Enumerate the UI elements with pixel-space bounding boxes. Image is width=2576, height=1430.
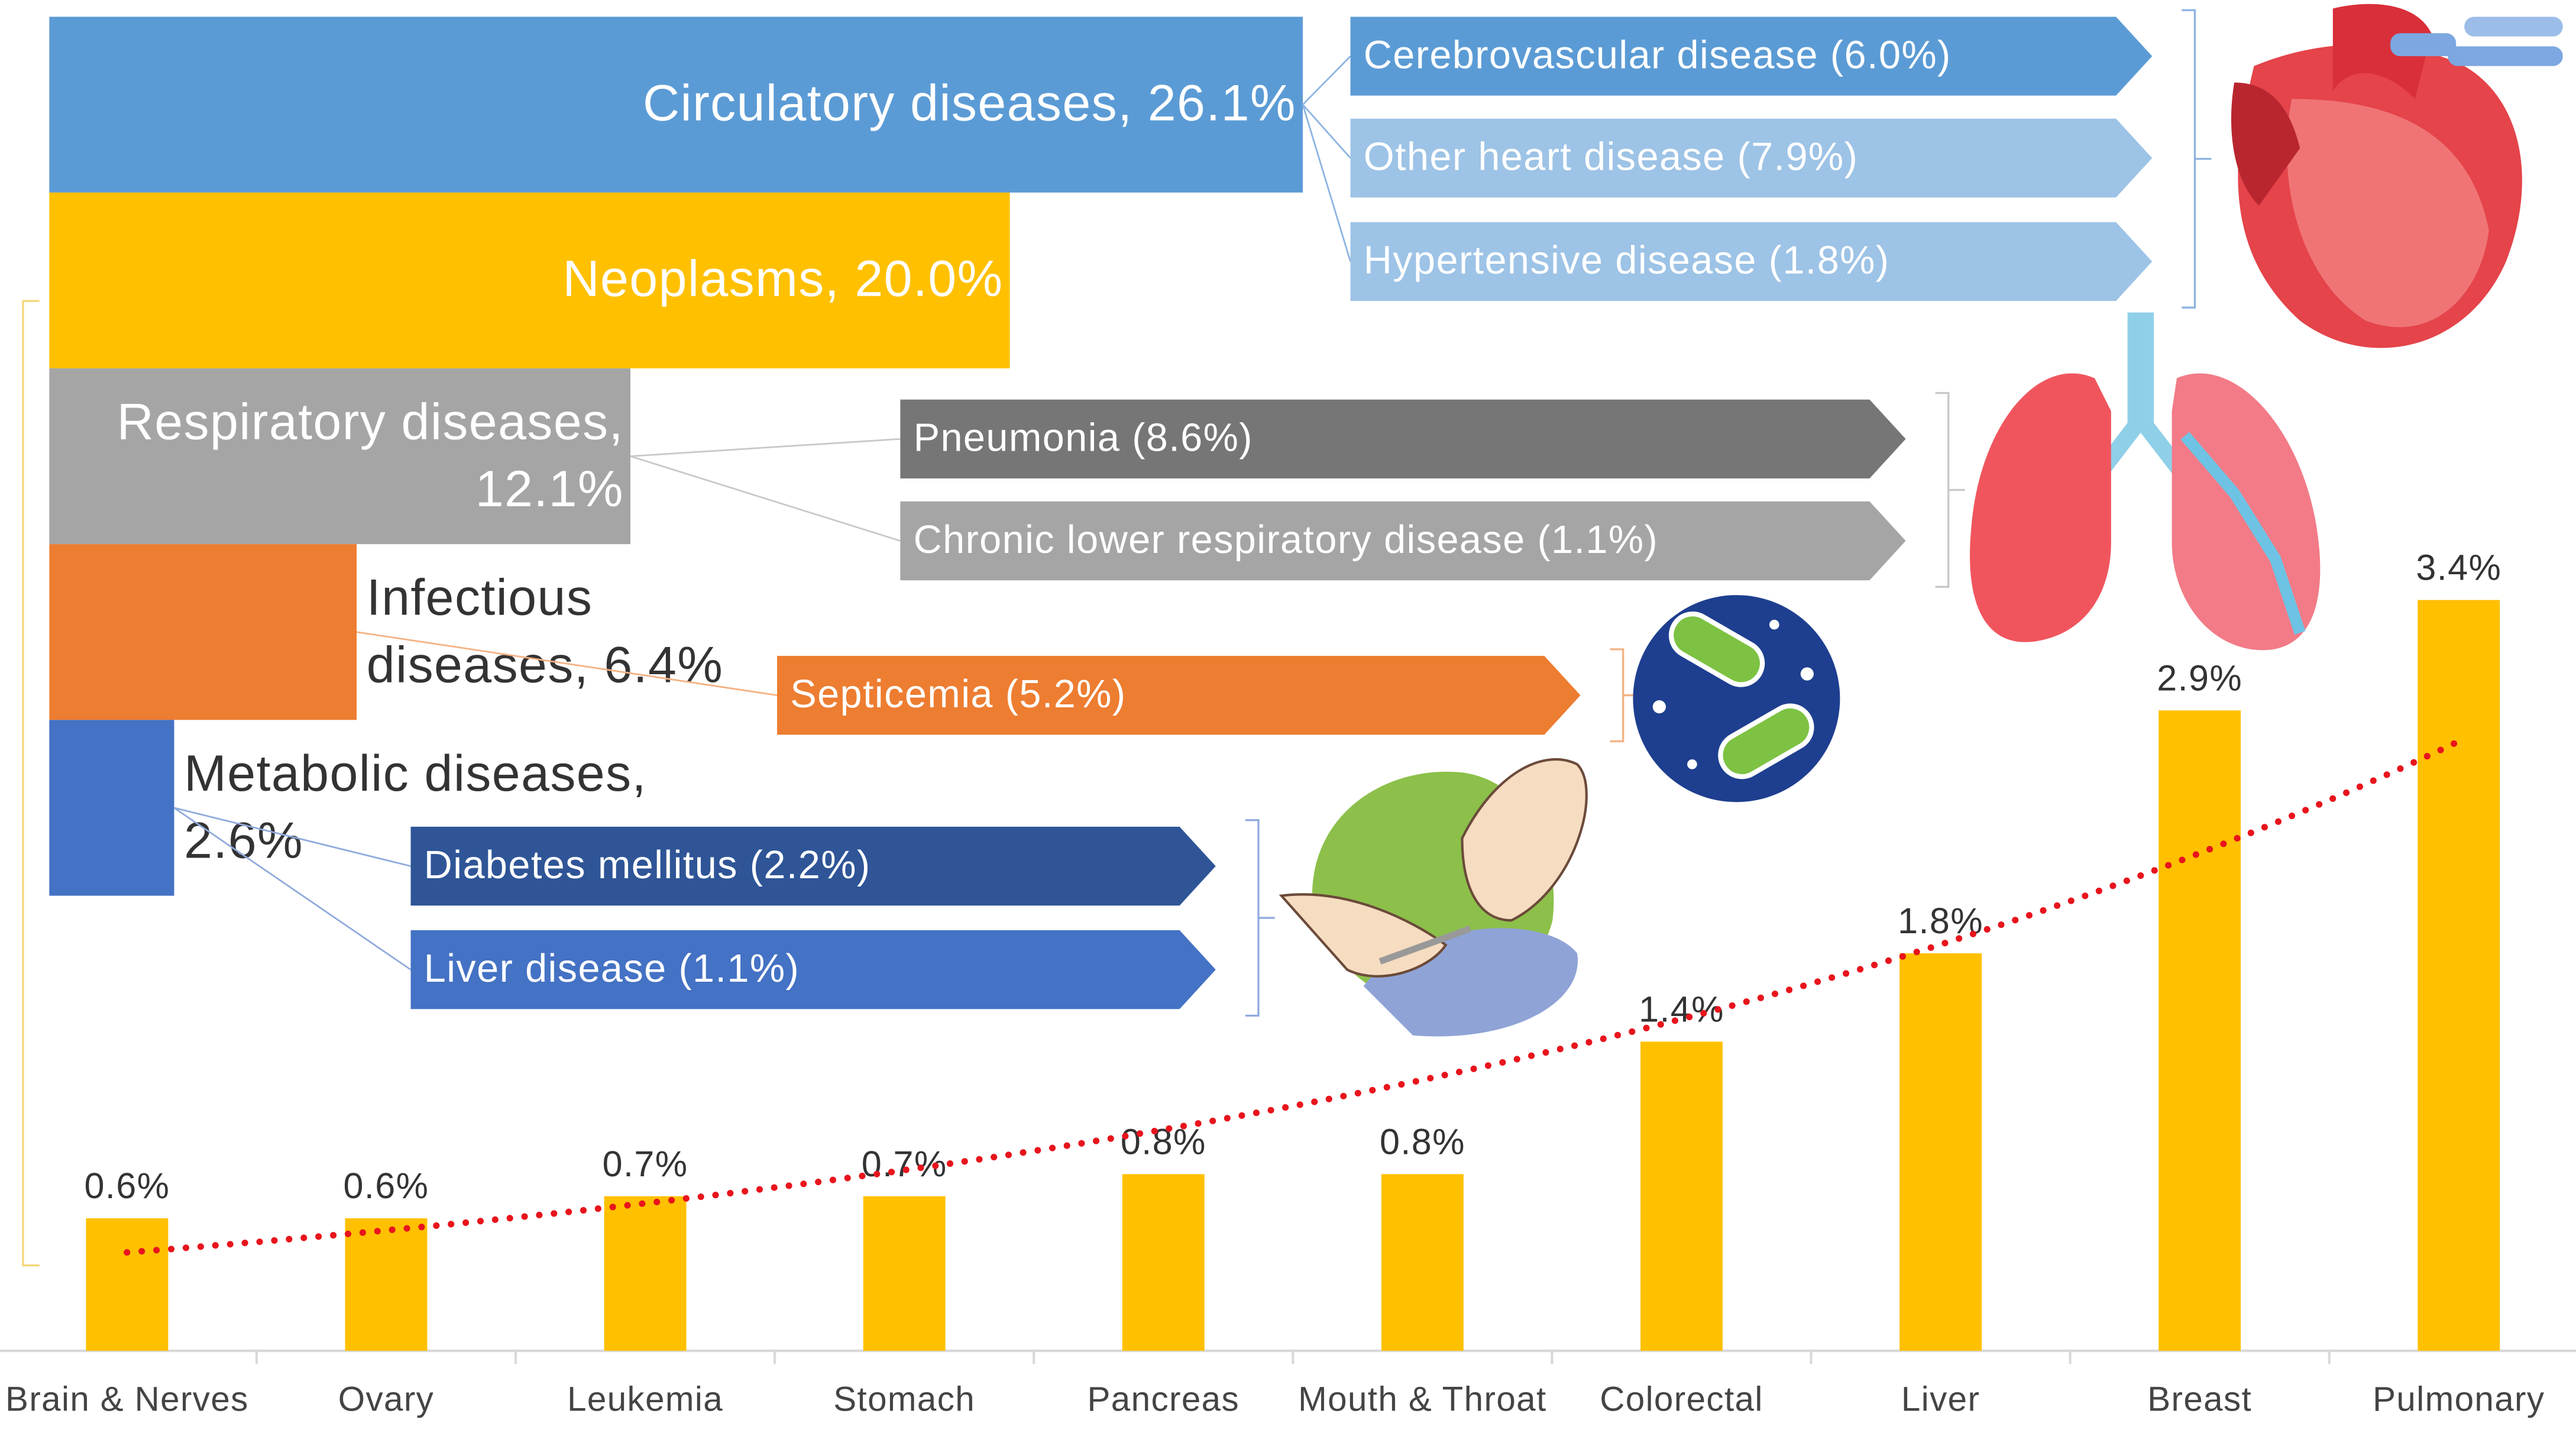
bar (1381, 1174, 1464, 1351)
page: {"chart_data": [ {"type": "bar", "orient… (0, 0, 2576, 1430)
connector (630, 456, 900, 541)
bar (1640, 1041, 1723, 1351)
bar-label: Neoplasms, 20.0% (56, 193, 1003, 368)
x-tick-label: Liver (1901, 1380, 1980, 1419)
sub-label: Other heart disease (7.9%) (1364, 135, 1858, 179)
sub-label: Diabetes mellitus (2.2%) (424, 843, 871, 887)
bar (863, 1196, 946, 1351)
value-label: 0.8% (1380, 1122, 1465, 1162)
connector (1303, 105, 1351, 261)
bar-label-box: Respiratory diseases, 12.1% (56, 368, 623, 544)
group-bracket (1245, 820, 1275, 1016)
value-label: 3.4% (2416, 548, 2501, 588)
bar-label: Circulatory diseases, 26.1% (56, 17, 1296, 192)
x-tick-label: Mouth & Throat (1298, 1380, 1546, 1419)
bar (604, 1196, 687, 1351)
heart-icon (2231, 4, 2563, 348)
group-bracket (2182, 10, 2211, 308)
x-tick-label: Breast (2147, 1380, 2252, 1419)
lungs-icon (1970, 312, 2320, 650)
connector (1303, 105, 1351, 158)
bar (1899, 953, 1982, 1351)
bar-label-box: Infectious diseases, 6.4% (367, 544, 745, 720)
sub-label: Hypertensive disease (1.8%) (1364, 239, 1890, 283)
bracket (23, 301, 40, 1266)
x-tick-label: Stomach (833, 1380, 975, 1419)
x-tick-label: Pancreas (1088, 1380, 1240, 1419)
sub-label: Liver disease (1.1%) (424, 947, 800, 991)
bar (49, 544, 357, 720)
bar-label-box: Circulatory diseases, 26.1% (56, 17, 1296, 192)
x-tick-label: Pulmonary (2373, 1380, 2545, 1419)
sub-label: Chronic lower respiratory disease (1.1%) (914, 518, 1659, 562)
x-tick-label: Brain & Nerves (5, 1380, 249, 1419)
injection-icon (1281, 759, 1587, 1036)
value-label: 0.6% (84, 1166, 170, 1206)
sub-label: Cerebrovascular disease (6.0%) (1364, 33, 1952, 77)
bar (2418, 600, 2500, 1351)
bar (1122, 1174, 1205, 1351)
bar (49, 720, 174, 895)
bacteria-icon (1633, 595, 1840, 802)
x-tick-label: Leukemia (567, 1380, 723, 1419)
bar (345, 1218, 428, 1351)
bar (2158, 710, 2241, 1351)
sub-label: Septicemia (5.2%) (790, 672, 1126, 716)
value-label: 0.8% (1121, 1122, 1206, 1162)
connector (1303, 56, 1351, 105)
x-tick-label: Ovary (338, 1380, 435, 1419)
value-label: 1.4% (1639, 989, 1724, 1029)
x-tick-label: Colorectal (1600, 1380, 1763, 1419)
bar-label-box: Neoplasms, 20.0% (56, 193, 1003, 368)
bar-label: Infectious diseases, 6.4% (367, 544, 745, 720)
value-label: 2.9% (2157, 658, 2242, 698)
bar-label: Respiratory diseases, 12.1% (56, 368, 623, 544)
bar (86, 1218, 168, 1351)
connector (630, 439, 900, 456)
value-label: 0.7% (603, 1144, 688, 1184)
chart: Circulatory diseases, 26.1% Cerebrovascul… (0, 0, 2576, 1430)
value-label: 0.6% (344, 1166, 429, 1206)
group-bracket (1936, 393, 1965, 587)
sub-label: Pneumonia (8.6%) (914, 416, 1253, 460)
